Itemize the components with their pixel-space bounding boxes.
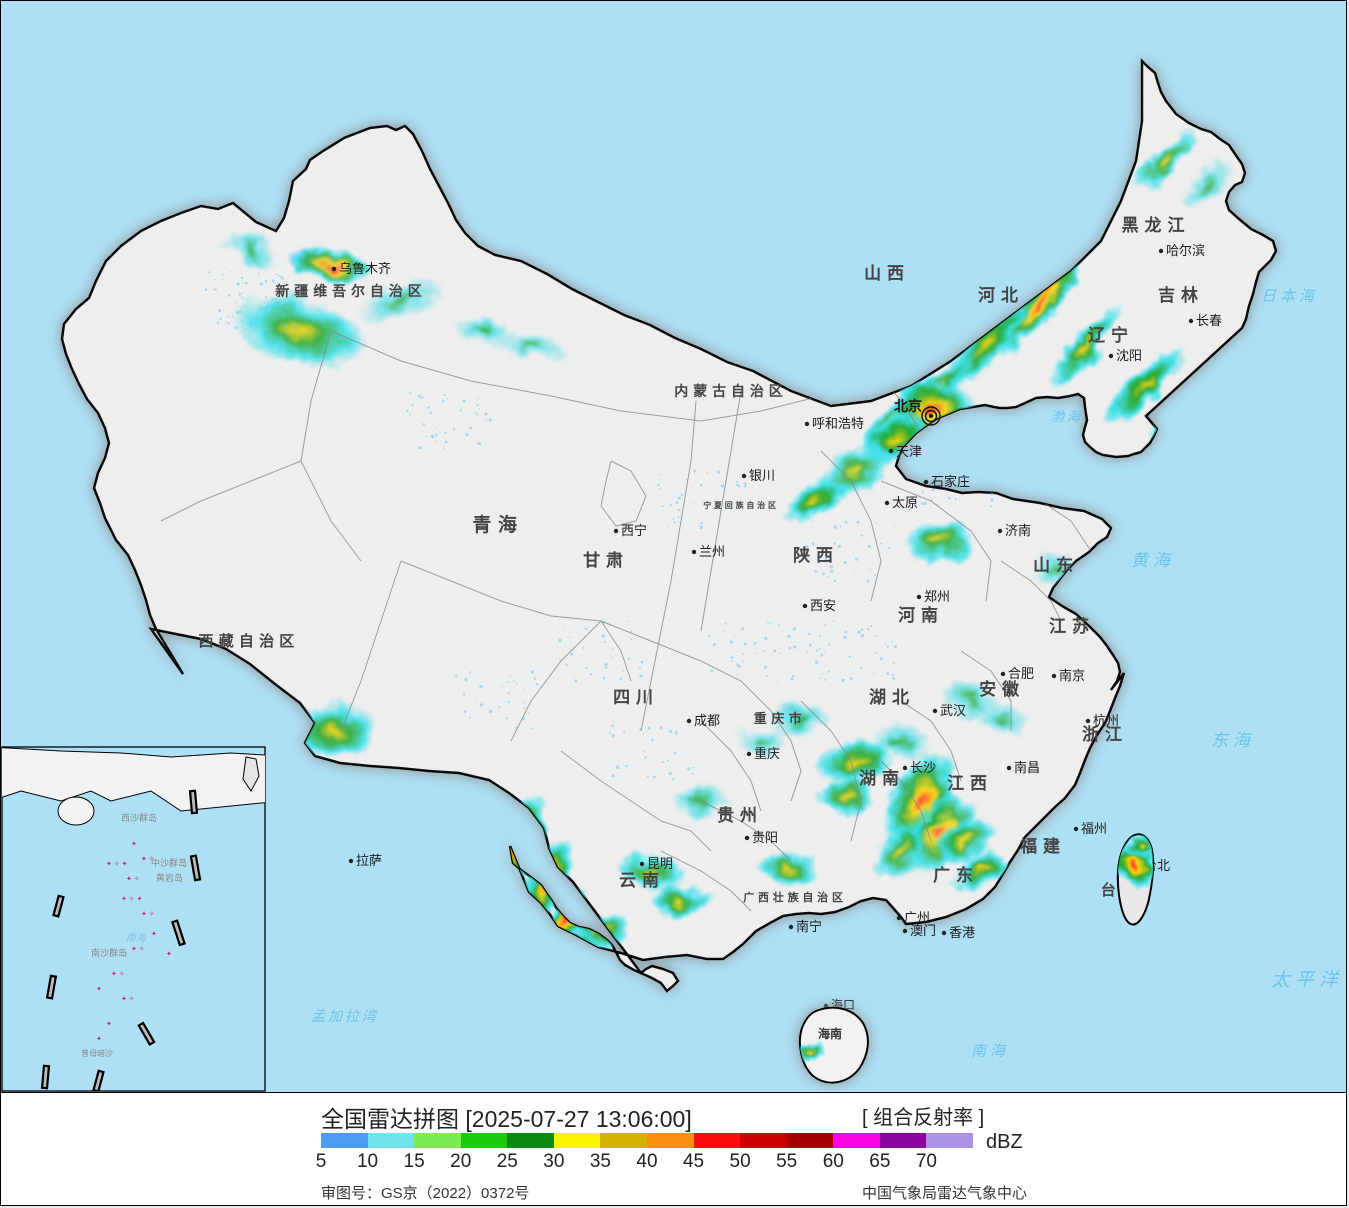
svg-text:西安: 西安 [810,598,836,613]
svg-text:西沙群岛: 西沙群岛 [121,812,157,823]
svg-text:北京: 北京 [894,398,922,414]
svg-text:云南: 云南 [619,870,665,890]
svg-text:江西: 江西 [947,774,993,793]
svg-text:✦ ✧: ✦ ✧ [141,910,155,918]
svg-text:渤海: 渤海 [1051,409,1083,424]
svg-text:✦ ✧: ✦ ✧ [131,945,145,953]
svg-text:兰州: 兰州 [699,544,725,559]
svg-text:西宁: 西宁 [621,523,647,538]
svg-text:宁夏回族自治区: 宁夏回族自治区 [703,500,779,510]
svg-text:杭州: 杭州 [1093,713,1119,728]
svg-text:✦: ✦ [106,1020,112,1028]
svg-text:太平洋: 太平洋 [1271,969,1343,991]
svg-text:内蒙古自治区: 内蒙古自治区 [674,383,787,399]
svg-text:辽宁: 辽宁 [1088,325,1134,345]
svg-text:西藏自治区: 西藏自治区 [198,632,299,650]
svg-text:昆明: 昆明 [647,856,673,871]
svg-text:✦: ✦ [151,930,157,938]
svg-text:日本海: 日本海 [1261,288,1318,305]
svg-text:重庆市: 重庆市 [754,711,807,726]
svg-text:呼和浩特: 呼和浩特 [812,416,864,431]
svg-text:贵州: 贵州 [717,805,763,825]
svg-text:曾母暗沙: 曾母暗沙 [81,1048,113,1058]
svg-text:重庆: 重庆 [754,746,780,761]
svg-text:四川: 四川 [613,688,659,707]
svg-text:黄海: 黄海 [1131,551,1175,570]
svg-text:哈尔滨: 哈尔滨 [1166,243,1205,258]
svg-text:新疆维吾尔自治区: 新疆维吾尔自治区 [275,283,426,299]
svg-text:成都: 成都 [694,713,720,728]
svg-text:河南: 河南 [898,605,944,625]
svg-text:✦ ✧: ✦ ✧ [111,970,125,978]
svg-text:河北: 河北 [978,286,1024,305]
svg-text:南宁: 南宁 [796,919,822,934]
svg-text:海南: 海南 [818,1026,842,1041]
svg-text:✦: ✦ [96,1035,102,1043]
svg-text:银川: 银川 [749,468,775,483]
svg-text:青海: 青海 [472,513,523,536]
svg-text:福建: 福建 [1019,836,1066,856]
svg-text:湖北: 湖北 [869,688,915,707]
svg-text:合肥: 合肥 [1008,666,1034,681]
svg-text:甘肃: 甘肃 [583,550,629,570]
svg-text:武汉: 武汉 [940,703,966,718]
svg-text:乌鲁木齐: 乌鲁木齐 [339,261,391,276]
svg-text:安徽: 安徽 [979,679,1025,699]
svg-text:✦: ✦ [166,950,172,958]
svg-text:广西壮族自治区: 广西壮族自治区 [743,890,847,904]
svg-text:山西: 山西 [864,264,910,283]
svg-text:✦ ✧ ✦: ✦ ✧ ✦ [121,895,143,903]
svg-text:拉萨: 拉萨 [356,853,382,868]
svg-text:南京: 南京 [1059,668,1085,683]
svg-text:孟加拉湾: 孟加拉湾 [311,1008,379,1024]
svg-text:天津: 天津 [896,444,922,459]
svg-text:长沙: 长沙 [910,760,936,775]
svg-text:南海: 南海 [971,1043,1009,1060]
svg-text:石家庄: 石家庄 [931,474,970,489]
svg-text:江苏: 江苏 [1049,616,1095,636]
svg-text:南沙群岛: 南沙群岛 [91,947,127,958]
svg-text:✦ ✧: ✦ ✧ [126,875,140,883]
svg-text:东海: 东海 [1211,731,1255,750]
svg-text:湖南: 湖南 [859,768,905,788]
svg-text:陕西: 陕西 [793,545,839,565]
svg-text:山东: 山东 [1033,555,1079,575]
svg-text:吉林: 吉林 [1158,285,1204,305]
svg-text:南海: 南海 [126,932,148,944]
svg-text:南昌: 南昌 [1014,760,1040,775]
svg-text:✦ ✧ ✦: ✦ ✧ ✦ [106,860,128,868]
svg-text:✦: ✦ [131,840,137,848]
svg-text:济南: 济南 [1005,523,1031,538]
svg-text:黑龙江: 黑龙江 [1122,215,1191,235]
svg-text:福州: 福州 [1081,821,1107,836]
svg-text:中沙群岛: 中沙群岛 [151,857,187,868]
svg-text:太原: 太原 [892,495,918,510]
svg-text:香港: 香港 [949,925,975,940]
svg-text:澳门: 澳门 [910,923,936,938]
svg-text:✦: ✦ [96,985,102,993]
svg-text:沈阳: 沈阳 [1116,348,1142,363]
svg-text:郑州: 郑州 [924,589,950,604]
svg-text:广东: 广东 [933,865,979,885]
svg-text:贵阳: 贵阳 [752,830,778,845]
svg-text:长春: 长春 [1196,313,1222,328]
svg-text:黄岩岛: 黄岩岛 [156,872,183,883]
svg-text:✦ ✧: ✦ ✧ [121,995,135,1003]
